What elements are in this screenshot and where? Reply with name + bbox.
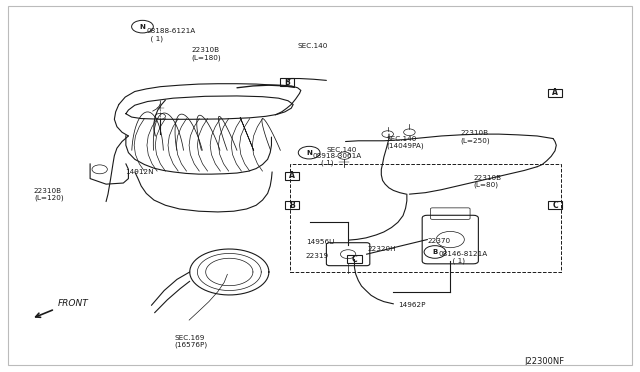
Text: A: A bbox=[289, 171, 295, 180]
Text: 14956U: 14956U bbox=[306, 238, 334, 245]
Bar bbox=[285, 201, 299, 209]
Text: A: A bbox=[552, 88, 558, 97]
Text: J22300NF: J22300NF bbox=[524, 357, 564, 366]
Text: SEC.169
(16576P): SEC.169 (16576P) bbox=[174, 335, 207, 349]
Text: N: N bbox=[306, 150, 312, 155]
Text: B: B bbox=[289, 201, 295, 210]
Bar bbox=[348, 255, 362, 263]
Bar bbox=[280, 78, 294, 86]
Text: 14912N: 14912N bbox=[125, 169, 154, 175]
Text: 08188-6121A
  ( 1): 08188-6121A ( 1) bbox=[147, 29, 196, 42]
Text: 14962P: 14962P bbox=[398, 302, 426, 308]
Text: SEC.140
(14049PA): SEC.140 (14049PA) bbox=[387, 136, 424, 150]
Text: C: C bbox=[552, 201, 558, 210]
Text: N: N bbox=[140, 24, 145, 30]
Text: C: C bbox=[351, 255, 357, 264]
Text: 22310B
(L=120): 22310B (L=120) bbox=[34, 188, 63, 201]
Text: SEC.140: SEC.140 bbox=[326, 147, 356, 153]
Bar bbox=[290, 164, 561, 272]
Bar bbox=[285, 171, 299, 180]
Text: 22310B
(L=80): 22310B (L=80) bbox=[473, 175, 501, 188]
Text: 08146-8121A
      ( 1): 08146-8121A ( 1) bbox=[439, 251, 488, 264]
Text: 08918-3061A
    ( 1): 08918-3061A ( 1) bbox=[312, 153, 362, 166]
Text: 22319: 22319 bbox=[306, 253, 329, 259]
Text: B: B bbox=[284, 78, 290, 87]
Text: 22320H: 22320H bbox=[368, 246, 397, 252]
Text: 22310B
(L=180): 22310B (L=180) bbox=[191, 47, 221, 61]
Bar bbox=[548, 201, 562, 209]
Text: 22370: 22370 bbox=[428, 238, 451, 244]
Text: 22310B
(L=250): 22310B (L=250) bbox=[461, 131, 490, 144]
Bar bbox=[548, 89, 562, 97]
Text: B: B bbox=[433, 249, 438, 255]
Text: SEC.140: SEC.140 bbox=[298, 43, 328, 49]
Text: FRONT: FRONT bbox=[58, 299, 89, 308]
